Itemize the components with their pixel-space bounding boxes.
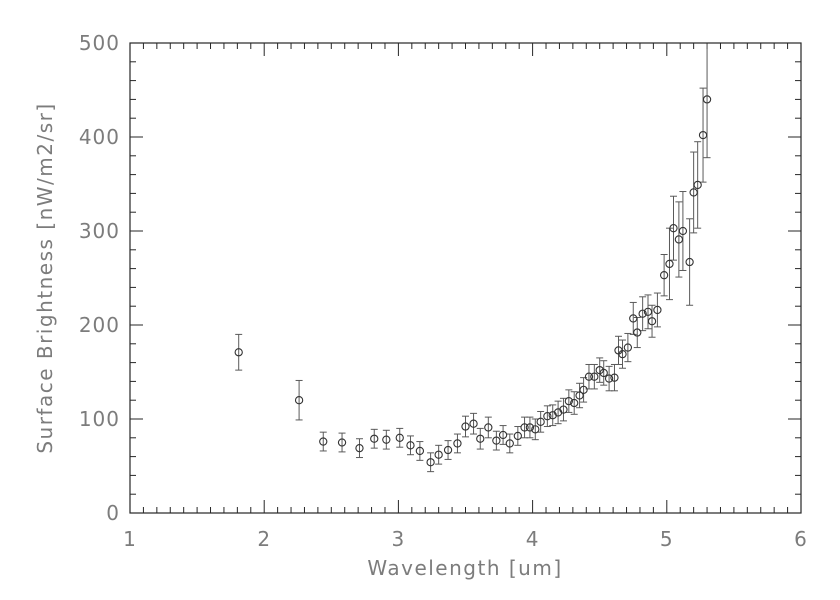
data-point bbox=[638, 309, 647, 318]
data-point bbox=[382, 435, 391, 444]
data-point bbox=[579, 385, 588, 395]
data-point bbox=[355, 443, 364, 453]
x-tick-label: 5 bbox=[660, 527, 674, 551]
data-point bbox=[629, 314, 638, 323]
data-point bbox=[461, 422, 470, 431]
y-tick-label: 0 bbox=[106, 501, 120, 525]
data-point bbox=[395, 433, 404, 442]
data-point bbox=[443, 445, 453, 455]
data-point bbox=[570, 398, 579, 408]
y-tick-label: 500 bbox=[79, 31, 120, 55]
data-point bbox=[434, 450, 443, 459]
data-point bbox=[319, 437, 328, 446]
y-axis-title: Surface Brightness [nW/m2/sr] bbox=[33, 102, 57, 453]
data-point bbox=[492, 436, 501, 445]
data-point bbox=[559, 405, 568, 414]
data-point bbox=[693, 180, 702, 190]
data-point bbox=[674, 235, 684, 244]
data-point bbox=[536, 417, 545, 426]
axis-ticks bbox=[129, 42, 802, 514]
axes-box bbox=[129, 42, 802, 514]
data-point bbox=[415, 446, 425, 456]
x-tick-label: 3 bbox=[392, 527, 406, 551]
data-point bbox=[525, 423, 535, 432]
data-point bbox=[623, 343, 633, 352]
data-point bbox=[678, 226, 688, 236]
data-point bbox=[698, 130, 708, 140]
data-point bbox=[647, 317, 657, 326]
data-point bbox=[234, 348, 243, 357]
y-tick-label: 100 bbox=[79, 407, 120, 431]
data-point bbox=[564, 396, 573, 406]
data-point bbox=[584, 372, 594, 381]
data-point bbox=[689, 188, 698, 197]
data-point bbox=[406, 441, 415, 450]
data-point bbox=[426, 458, 435, 467]
data-point bbox=[599, 368, 608, 378]
data-point bbox=[294, 396, 304, 405]
data-point bbox=[370, 434, 379, 443]
data-point bbox=[453, 439, 462, 448]
data-point bbox=[337, 438, 347, 447]
data-point bbox=[659, 271, 669, 280]
x-axis-title: Wavelength [um] bbox=[367, 556, 562, 580]
data-point bbox=[484, 423, 493, 432]
x-tick-label: 4 bbox=[526, 527, 540, 551]
data-point bbox=[520, 423, 529, 432]
data-point bbox=[610, 373, 619, 382]
x-tick-label: 2 bbox=[257, 527, 271, 551]
data-point bbox=[575, 391, 584, 400]
x-tick-label: 6 bbox=[794, 527, 808, 551]
data-point bbox=[653, 305, 662, 315]
y-tick-label: 200 bbox=[79, 313, 120, 337]
data-series bbox=[234, 43, 712, 473]
data-point bbox=[469, 419, 478, 428]
data-point bbox=[669, 224, 678, 233]
data-point bbox=[633, 328, 642, 337]
data-point bbox=[665, 259, 674, 269]
x-tick-label: 1 bbox=[123, 527, 137, 551]
data-point bbox=[702, 95, 712, 104]
data-point bbox=[618, 349, 627, 359]
y-tick-label: 300 bbox=[79, 219, 120, 243]
data-point bbox=[476, 434, 485, 443]
data-point bbox=[498, 430, 508, 440]
data-point bbox=[685, 257, 694, 267]
data-point bbox=[643, 307, 653, 316]
tick-labels: 1 2 3 4 5 6 0 100 200 300 400 500 bbox=[79, 31, 808, 551]
data-point bbox=[513, 431, 522, 441]
data-point bbox=[604, 374, 614, 383]
data-point bbox=[505, 439, 514, 448]
data-point bbox=[543, 412, 552, 421]
data-point bbox=[590, 372, 599, 381]
data-point bbox=[531, 425, 540, 434]
y-tick-label: 400 bbox=[79, 125, 120, 149]
